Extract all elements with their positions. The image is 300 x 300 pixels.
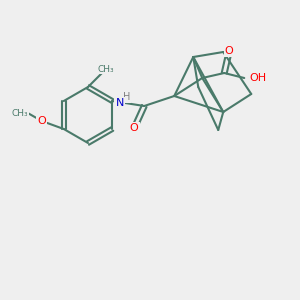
Text: CH₃: CH₃ xyxy=(11,109,28,118)
Text: H: H xyxy=(123,92,130,102)
Text: O: O xyxy=(225,46,234,56)
Text: O: O xyxy=(38,116,46,126)
Text: CH₃: CH₃ xyxy=(98,64,114,74)
Text: N: N xyxy=(116,98,124,108)
Text: O: O xyxy=(130,123,139,133)
Text: OH: OH xyxy=(249,73,266,83)
